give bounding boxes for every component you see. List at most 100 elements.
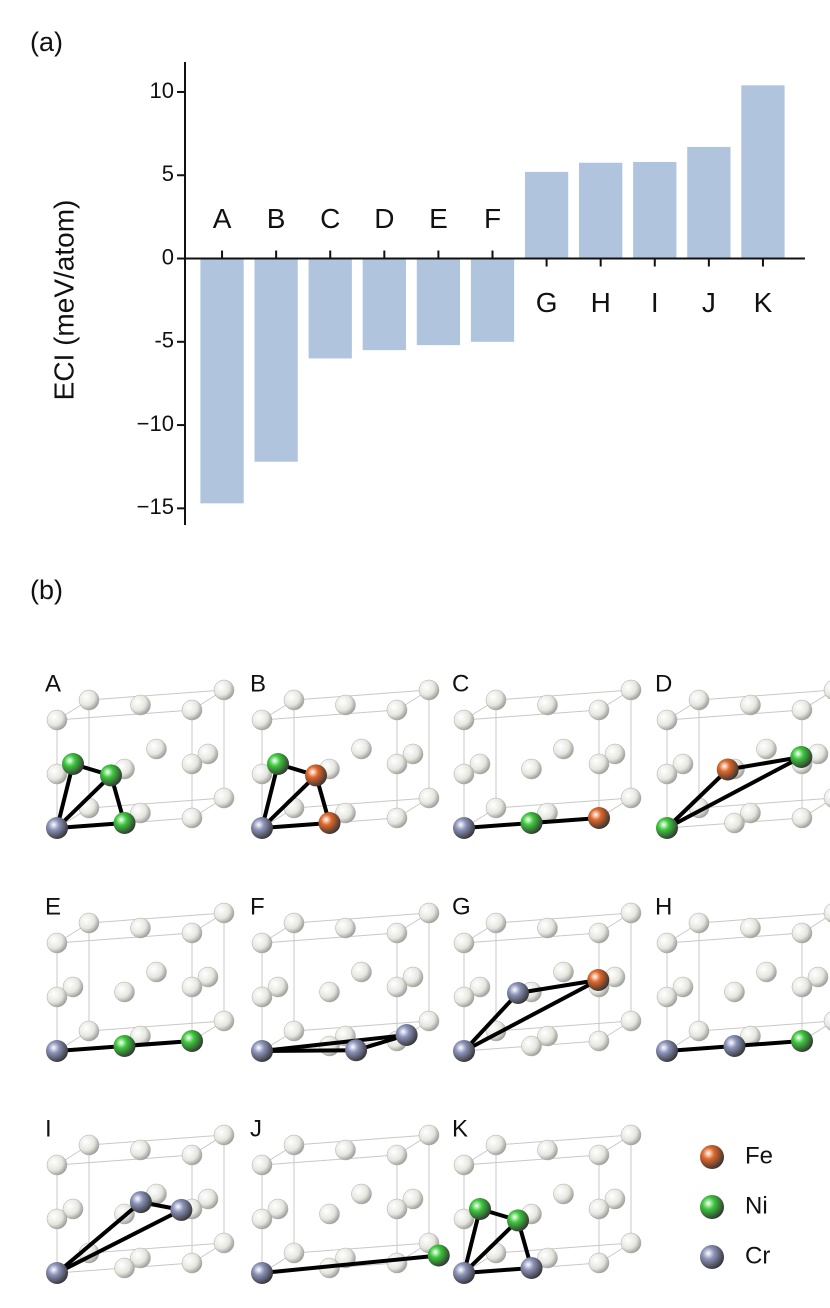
atom — [386, 807, 408, 829]
atom — [100, 764, 122, 787]
atom — [553, 961, 574, 983]
atom — [283, 689, 305, 711]
atom — [146, 961, 167, 983]
y-tick-label: -5 — [154, 328, 174, 353]
atom — [716, 758, 739, 781]
atom — [78, 1134, 100, 1156]
atom — [553, 1183, 574, 1205]
cube-edge — [495, 1020, 632, 1032]
x-tick-label: E — [429, 203, 448, 234]
legend-label: Cr — [745, 1242, 770, 1269]
atom — [197, 743, 219, 765]
atom — [485, 912, 507, 934]
atom — [130, 694, 151, 716]
atom — [62, 753, 84, 775]
bond — [261, 1253, 439, 1275]
atom — [213, 1232, 235, 1254]
atom — [656, 986, 678, 1008]
x-tick-label: I — [651, 287, 659, 318]
atom — [170, 1198, 193, 1221]
atom — [46, 709, 68, 731]
atom — [129, 1191, 152, 1214]
atom — [283, 1020, 305, 1042]
bond — [56, 1208, 183, 1275]
atom — [46, 932, 68, 954]
bond — [517, 978, 599, 995]
atom — [267, 976, 289, 998]
atom — [251, 1262, 273, 1284]
atom — [335, 694, 356, 716]
cube-edge — [56, 1154, 193, 1166]
cube-edge — [463, 709, 600, 721]
bond — [261, 821, 330, 830]
x-tick-label: H — [591, 287, 611, 318]
cluster-label: B — [250, 670, 266, 697]
atom — [791, 922, 813, 944]
cluster-label: C — [452, 670, 469, 697]
x-tick-label: J — [702, 287, 716, 318]
atom — [537, 694, 558, 716]
cube-edge — [698, 1020, 830, 1032]
atom — [485, 689, 507, 711]
atom — [588, 699, 610, 721]
atom — [46, 1262, 68, 1284]
cube-edge — [261, 1154, 398, 1166]
atom — [672, 976, 694, 998]
atom — [588, 1252, 610, 1274]
atom — [213, 1010, 235, 1032]
atom — [723, 1035, 746, 1057]
bar — [687, 146, 731, 259]
atom — [740, 694, 761, 716]
atom — [345, 1039, 368, 1062]
atom — [485, 797, 507, 819]
atom — [791, 1030, 813, 1052]
atom — [402, 743, 424, 765]
atom — [724, 812, 745, 834]
atom — [402, 1188, 424, 1210]
atom — [213, 787, 235, 809]
atom — [823, 1011, 830, 1031]
atom — [197, 1188, 219, 1210]
cube-edge — [293, 912, 430, 924]
atom — [520, 1257, 543, 1279]
cube-edge — [88, 689, 225, 701]
atom — [588, 1144, 610, 1166]
atom — [620, 1232, 642, 1254]
atom — [386, 753, 408, 775]
atom — [181, 1252, 203, 1274]
atom — [656, 763, 678, 785]
atom — [740, 802, 761, 824]
atom — [283, 912, 305, 934]
atom — [537, 917, 558, 939]
cube-edge — [56, 709, 193, 721]
atom — [469, 976, 491, 998]
atom — [453, 1154, 475, 1176]
atom — [620, 902, 642, 924]
atom — [587, 969, 610, 991]
atom — [724, 981, 745, 1003]
atom — [181, 1144, 203, 1166]
atom — [537, 1139, 558, 1161]
bar — [524, 171, 569, 259]
atom — [418, 679, 440, 701]
atom — [78, 1020, 100, 1042]
atom — [386, 976, 408, 998]
atom — [46, 1208, 68, 1230]
atom — [656, 1040, 678, 1062]
bar — [416, 258, 461, 346]
atom — [386, 699, 408, 721]
cube-edge — [463, 1154, 600, 1166]
atom — [453, 986, 475, 1008]
atom — [114, 981, 135, 1003]
atom — [588, 807, 610, 829]
bond — [260, 773, 318, 830]
cube-edge — [88, 1242, 225, 1254]
x-tick-label: D — [374, 203, 394, 234]
atom — [620, 787, 642, 809]
atom — [553, 738, 574, 760]
cluster-label: E — [45, 893, 61, 920]
atom — [620, 1124, 642, 1146]
bond — [55, 1200, 143, 1275]
cube-edge — [495, 912, 632, 924]
cube-edge — [293, 797, 430, 809]
